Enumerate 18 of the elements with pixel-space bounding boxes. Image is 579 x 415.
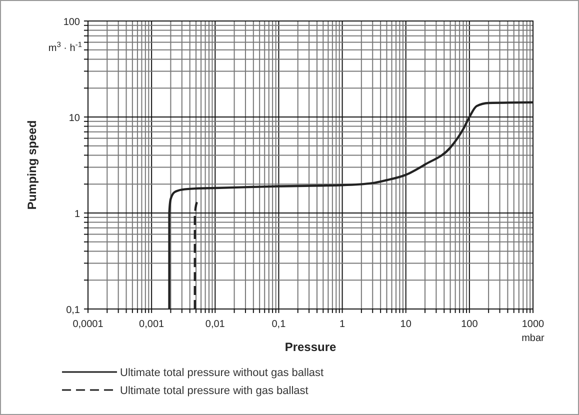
text: mbar [522, 333, 546, 344]
x-axis-title: Pressure [284, 340, 337, 354]
x-tick-label: 1 [340, 319, 346, 330]
y-tick-label: 0,1 [66, 305, 80, 316]
y-tick-label: 100 [63, 17, 80, 28]
x-tick-label: 100 [461, 319, 478, 330]
x-tick-label: 0,001 [139, 319, 165, 330]
x-tick-label: 1000 [522, 319, 545, 330]
text: m$^{3}$ · h$^{-1}$ [48, 40, 82, 54]
legend-label: Ultimate total pressure without gas ballast [120, 367, 324, 379]
x-tick-label: 0,1 [272, 319, 286, 330]
legend-label: Ultimate total pressure with gas ballast [120, 385, 308, 397]
y-tick-label: 1 [74, 209, 80, 220]
x-tick-label: 0,01 [205, 319, 226, 330]
x-tick-label: 10 [400, 319, 412, 330]
y-tick-label: 10 [68, 113, 80, 124]
x-tick-label: 0,0001 [72, 319, 104, 330]
y-axis-title: Pumping speed [25, 120, 39, 210]
